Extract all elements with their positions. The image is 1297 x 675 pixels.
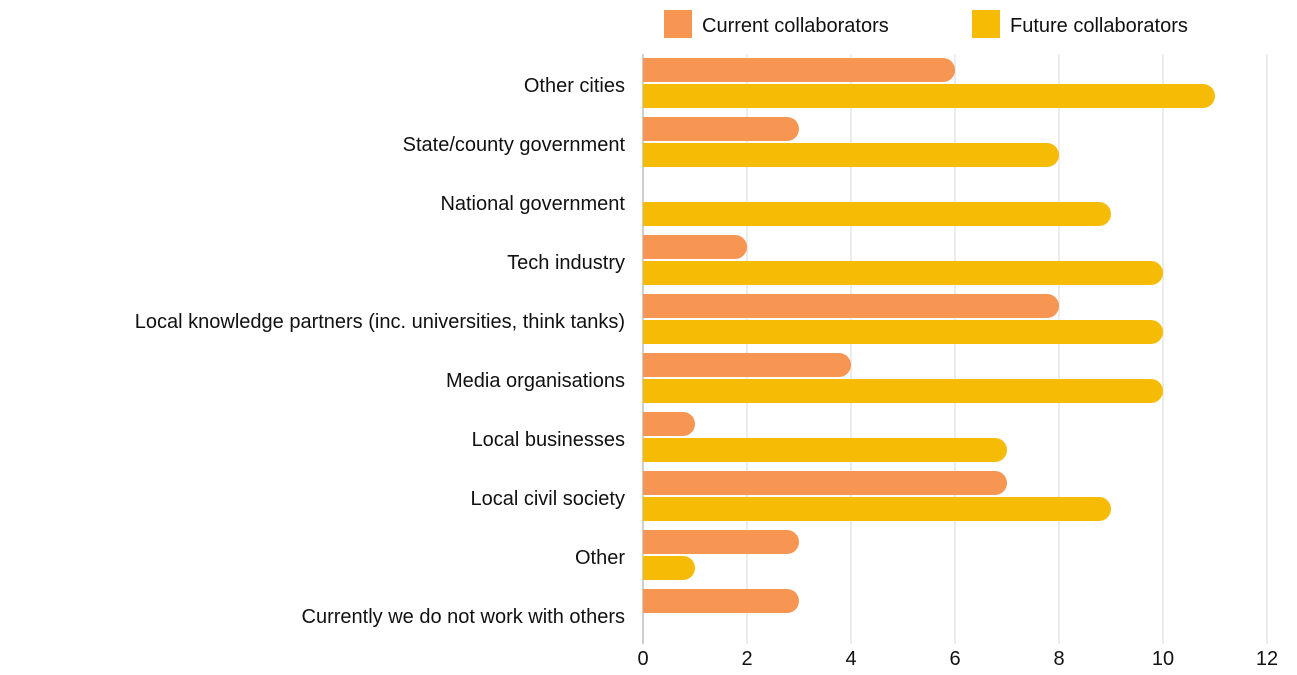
category-label: National government — [440, 193, 625, 215]
bar-future — [643, 84, 1215, 108]
bar-future — [643, 202, 1111, 226]
x-tick-label: 6 — [949, 648, 960, 670]
bar-current — [643, 353, 851, 377]
x-tick-label: 0 — [637, 648, 648, 670]
bar-current — [643, 58, 955, 82]
category-label: Media organisations — [446, 370, 625, 392]
bar-future — [643, 320, 1163, 344]
x-tick-label: 12 — [1256, 648, 1278, 670]
category-label: Other cities — [524, 75, 625, 97]
legend-label: Current collaborators — [702, 15, 889, 37]
bar-current — [643, 117, 799, 141]
x-tick-label: 8 — [1053, 648, 1064, 670]
legend-swatch — [972, 10, 1000, 38]
category-label: State/county government — [403, 134, 626, 156]
bars — [643, 58, 1215, 613]
category-labels: Other cities State/county government Natio… — [135, 75, 626, 628]
legend-label: Future collaborators — [1010, 15, 1188, 37]
x-tick-label: 2 — [741, 648, 752, 670]
bar-future — [643, 497, 1111, 521]
bar-current — [643, 589, 799, 613]
bar-future — [643, 143, 1059, 167]
bar-current — [643, 412, 695, 436]
x-tick-label: 4 — [845, 648, 856, 670]
category-label: Currently we do not work with others — [302, 606, 625, 628]
category-label: Local civil society — [470, 488, 625, 510]
bar-future — [643, 379, 1163, 403]
bar-future — [643, 438, 1007, 462]
legend: Current collaborators Future collaborator… — [664, 10, 1188, 38]
bar-current — [643, 471, 1007, 495]
x-tick-labels: 0 2 4 6 8 10 12 — [637, 648, 1278, 670]
bar-current — [643, 235, 747, 259]
category-label: Other — [575, 547, 625, 569]
x-tick-label: 10 — [1152, 648, 1174, 670]
category-label: Local businesses — [472, 429, 625, 451]
bar-current — [643, 294, 1059, 318]
bar-future — [643, 261, 1163, 285]
category-label: Tech industry — [507, 252, 625, 274]
bar-current — [643, 530, 799, 554]
legend-swatch — [664, 10, 692, 38]
category-label: Local knowledge partners (inc. universit… — [135, 311, 625, 333]
bar-future — [643, 556, 695, 580]
gridlines — [642, 54, 1268, 644]
